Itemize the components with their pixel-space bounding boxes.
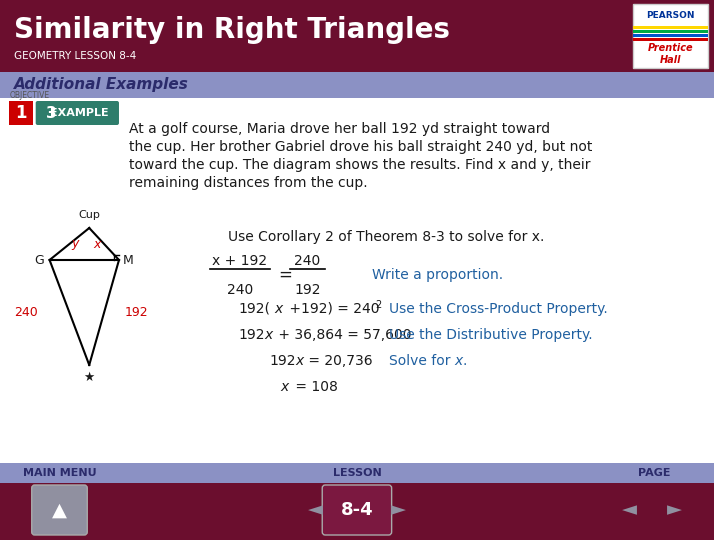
Text: 192: 192	[238, 328, 264, 342]
Text: EXAMPLE: EXAMPLE	[50, 108, 109, 118]
Text: PAGE: PAGE	[638, 468, 670, 478]
Text: M: M	[123, 253, 134, 267]
Text: MAIN MENU: MAIN MENU	[22, 468, 96, 478]
Text: At a golf course, Maria drove her ball 192 yd straight toward: At a golf course, Maria drove her ball 1…	[129, 122, 550, 136]
Text: Prentice: Prentice	[647, 43, 693, 53]
Text: x: x	[94, 238, 101, 251]
Text: + 36,864 = 57,600: + 36,864 = 57,600	[274, 328, 411, 342]
FancyBboxPatch shape	[0, 0, 714, 72]
Text: Use the Cross-Product Property.: Use the Cross-Product Property.	[389, 302, 608, 316]
Text: 192(: 192(	[238, 302, 270, 316]
Text: OBJECTIVE: OBJECTIVE	[10, 91, 50, 100]
Text: ►: ►	[391, 501, 406, 519]
Text: x: x	[281, 380, 289, 394]
FancyBboxPatch shape	[323, 485, 392, 535]
Text: = 20,736: = 20,736	[305, 354, 373, 368]
Text: LESSON: LESSON	[333, 468, 382, 478]
Text: Use Corollary 2 of Theorem 8-3 to solve for x.: Use Corollary 2 of Theorem 8-3 to solve …	[228, 230, 544, 244]
Text: 8-4: 8-4	[341, 501, 373, 519]
Text: x: x	[295, 354, 304, 368]
Text: .: .	[462, 354, 467, 368]
Text: =: =	[279, 266, 292, 284]
Text: 240: 240	[227, 283, 253, 297]
Text: toward the cup. The diagram shows the results. Find x and y, their: toward the cup. The diagram shows the re…	[129, 158, 590, 172]
FancyBboxPatch shape	[633, 4, 708, 68]
Text: the cup. Her brother Gabriel drove his ball straight 240 yd, but not: the cup. Her brother Gabriel drove his b…	[129, 140, 593, 154]
Text: Write a proportion.: Write a proportion.	[372, 268, 503, 282]
Text: GEOMETRY LESSON 8-4: GEOMETRY LESSON 8-4	[14, 51, 136, 61]
Text: Similarity in Right Triangles: Similarity in Right Triangles	[14, 16, 450, 44]
Text: = 108: = 108	[290, 380, 338, 394]
Text: x: x	[274, 302, 283, 316]
Text: 192: 192	[125, 306, 148, 319]
Text: Cup: Cup	[78, 210, 100, 220]
Text: ★: ★	[84, 371, 95, 384]
Text: G: G	[34, 253, 44, 267]
Text: x: x	[265, 328, 273, 342]
FancyBboxPatch shape	[32, 485, 87, 535]
FancyBboxPatch shape	[0, 483, 714, 540]
Text: 192: 192	[270, 354, 296, 368]
Text: Additional Examples: Additional Examples	[14, 78, 189, 92]
FancyBboxPatch shape	[633, 38, 708, 41]
Text: ▲: ▲	[52, 501, 67, 519]
FancyBboxPatch shape	[633, 34, 708, 37]
Text: x: x	[454, 354, 462, 368]
FancyBboxPatch shape	[36, 101, 119, 125]
Text: 3: 3	[46, 105, 57, 120]
Text: 2: 2	[375, 300, 381, 310]
Text: 240: 240	[14, 306, 37, 319]
Text: ◄: ◄	[622, 501, 637, 519]
Text: 240: 240	[294, 254, 320, 268]
FancyBboxPatch shape	[0, 72, 714, 98]
Text: ►: ►	[667, 501, 682, 519]
Text: 192: 192	[294, 283, 320, 297]
FancyBboxPatch shape	[0, 463, 714, 483]
FancyBboxPatch shape	[633, 30, 708, 33]
Text: remaining distances from the cup.: remaining distances from the cup.	[129, 176, 367, 190]
Text: Use the Distributive Property.: Use the Distributive Property.	[389, 328, 593, 342]
Text: 1: 1	[15, 104, 27, 122]
Text: +192) = 240: +192) = 240	[284, 302, 379, 316]
FancyBboxPatch shape	[633, 26, 708, 29]
Text: y: y	[72, 238, 79, 251]
Text: x + 192: x + 192	[212, 254, 268, 268]
Text: ◄: ◄	[307, 501, 323, 519]
FancyBboxPatch shape	[9, 101, 32, 125]
Text: Hall: Hall	[660, 55, 681, 65]
Text: PEARSON: PEARSON	[646, 11, 695, 21]
Text: Solve for: Solve for	[389, 354, 454, 368]
